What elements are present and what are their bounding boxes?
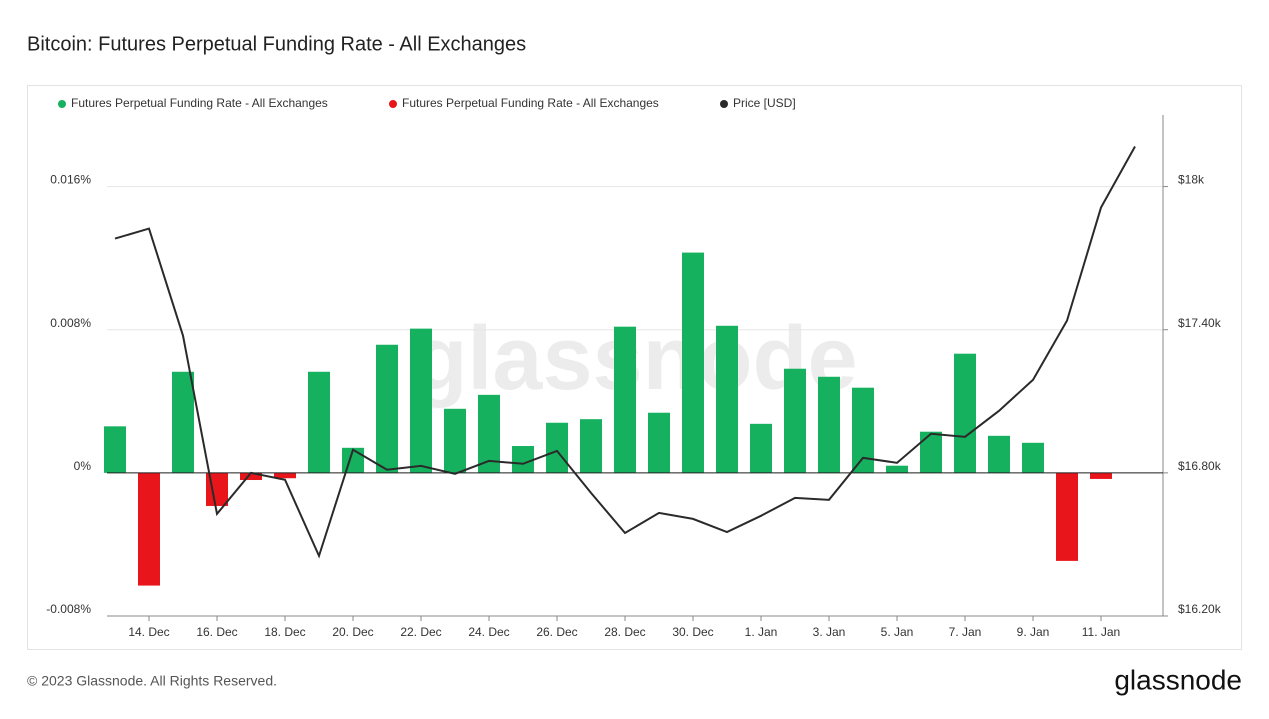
bar <box>546 422 568 473</box>
x-tick-label: 28. Dec <box>604 625 645 639</box>
y-tick-label: 0.016% <box>50 173 91 187</box>
bar <box>478 394 500 473</box>
bar <box>852 387 874 473</box>
y-tick-label: 0% <box>74 459 92 473</box>
bar <box>104 426 126 473</box>
copyright: © 2023 Glassnode. All Rights Reserved. <box>27 673 277 689</box>
x-tick-label: 3. Jan <box>813 625 846 639</box>
bar <box>920 431 942 473</box>
bar <box>784 368 806 473</box>
x-tick-label: 14. Dec <box>128 625 169 639</box>
bar <box>444 408 466 473</box>
chart-title: Bitcoin: Futures Perpetual Funding Rate … <box>27 33 526 55</box>
bar <box>716 325 738 473</box>
bar <box>614 326 636 473</box>
x-tick-label: 1. Jan <box>745 625 778 639</box>
x-tick-label: 26. Dec <box>536 625 577 639</box>
bar <box>1022 442 1044 473</box>
x-tick-label: 16. Dec <box>196 625 237 639</box>
bar <box>818 376 840 473</box>
x-tick-label: 30. Dec <box>672 625 713 639</box>
bar <box>648 412 670 473</box>
bar <box>886 465 908 473</box>
bar <box>750 423 772 473</box>
bar <box>172 371 194 473</box>
legend-label: Futures Perpetual Funding Rate - All Exc… <box>71 96 328 110</box>
x-tick-label: 9. Jan <box>1017 625 1050 639</box>
legend-marker <box>58 100 66 108</box>
x-tick-label: 11. Jan <box>1082 625 1120 639</box>
bar <box>1090 472 1112 479</box>
legend-label: Price [USD] <box>733 96 796 110</box>
legend-marker <box>720 100 728 108</box>
x-tick-label: 7. Jan <box>949 625 982 639</box>
y2-tick-label: $16.20k <box>1178 602 1222 616</box>
bar <box>512 446 534 473</box>
y2-tick-label: $17.40k <box>1178 316 1222 330</box>
y2-tick-label: $16.80k <box>1178 459 1222 473</box>
bar <box>240 472 262 481</box>
bar <box>274 472 296 479</box>
y-tick-label: -0.008% <box>46 602 91 616</box>
price-line <box>114 146 1136 559</box>
bar <box>308 371 330 473</box>
x-tick-label: 22. Dec <box>400 625 441 639</box>
logo: glassnode <box>1114 664 1242 695</box>
y2-tick-label: $18k <box>1178 173 1205 187</box>
bar <box>138 472 160 586</box>
bar <box>988 435 1010 473</box>
bar <box>410 328 432 473</box>
x-tick-label: 24. Dec <box>468 625 509 639</box>
x-tick-label: 20. Dec <box>332 625 373 639</box>
bar <box>682 252 704 473</box>
legend-label: Futures Perpetual Funding Rate - All Exc… <box>402 96 659 110</box>
bar <box>1056 472 1078 561</box>
bar <box>954 353 976 473</box>
chart-frame <box>27 85 1242 650</box>
bar <box>580 419 602 473</box>
y-tick-label: 0.008% <box>50 316 91 330</box>
x-tick-label: 18. Dec <box>264 625 305 639</box>
x-tick-label: 5. Jan <box>881 625 914 639</box>
legend-marker <box>389 100 397 108</box>
bar <box>376 344 398 473</box>
